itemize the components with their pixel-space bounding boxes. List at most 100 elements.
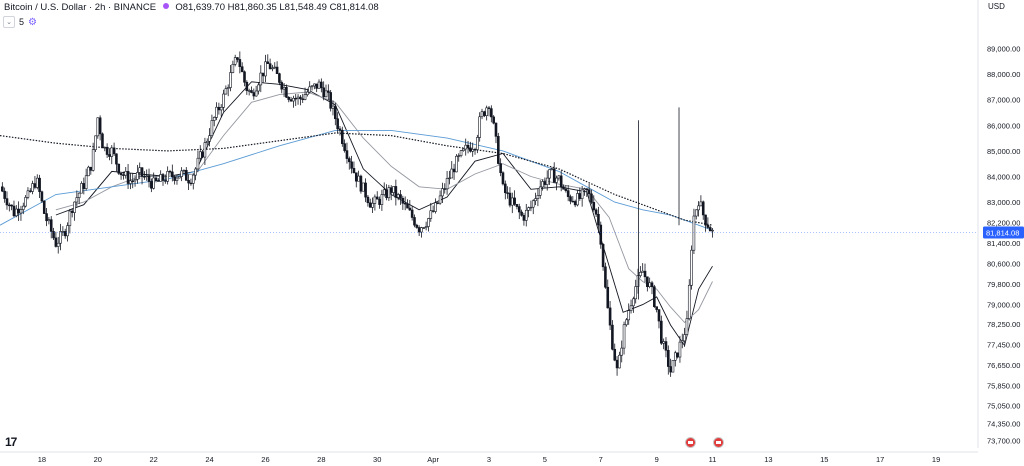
candle bbox=[671, 359, 675, 373]
x-tick-label: 9 bbox=[655, 455, 659, 464]
candle bbox=[189, 178, 193, 186]
candle bbox=[569, 194, 572, 205]
candle bbox=[159, 170, 162, 182]
candle bbox=[322, 81, 325, 101]
candle bbox=[513, 190, 516, 206]
candle bbox=[382, 182, 386, 197]
candle bbox=[194, 167, 197, 181]
candle bbox=[694, 209, 698, 220]
candle bbox=[89, 166, 93, 175]
candle bbox=[208, 128, 211, 147]
candle bbox=[655, 306, 658, 313]
candle bbox=[389, 185, 393, 201]
economic-event-flag-icon[interactable] bbox=[684, 437, 696, 448]
candle bbox=[510, 192, 514, 214]
candle bbox=[308, 81, 312, 94]
candle bbox=[627, 303, 631, 325]
candle bbox=[466, 140, 470, 154]
x-tick-label: 5 bbox=[543, 455, 547, 464]
candle bbox=[473, 147, 477, 155]
candle bbox=[240, 62, 244, 73]
candle bbox=[343, 139, 346, 153]
candle bbox=[455, 154, 458, 173]
candle bbox=[678, 335, 682, 363]
chevron-down-icon[interactable]: ⌄ bbox=[3, 16, 15, 28]
economic-event-flag-icon[interactable] bbox=[712, 437, 724, 448]
candle bbox=[268, 58, 272, 70]
candle bbox=[96, 117, 100, 139]
candle bbox=[618, 351, 621, 369]
candle bbox=[387, 184, 391, 201]
candle bbox=[52, 227, 55, 241]
candle bbox=[590, 189, 593, 205]
candle bbox=[8, 202, 11, 212]
candle bbox=[415, 223, 419, 229]
candle bbox=[138, 162, 142, 180]
y-tick-label: 75,050.00 bbox=[987, 402, 1020, 411]
symbol-title[interactable]: Bitcoin / U.S. Dollar · 2h · BINANCE bbox=[4, 2, 157, 13]
candle bbox=[10, 204, 13, 211]
candle bbox=[559, 170, 563, 192]
candle bbox=[289, 96, 293, 102]
candle bbox=[12, 200, 16, 218]
candle bbox=[545, 170, 549, 191]
candle bbox=[350, 155, 353, 174]
candle bbox=[112, 142, 116, 157]
candle bbox=[399, 189, 402, 205]
candle bbox=[182, 169, 186, 175]
candle bbox=[660, 315, 663, 345]
candle bbox=[75, 190, 79, 207]
candle bbox=[145, 169, 148, 181]
candle bbox=[445, 171, 449, 195]
y-tick-label: 86,000.00 bbox=[987, 121, 1020, 130]
candle bbox=[80, 181, 83, 194]
x-tick-label: 17 bbox=[876, 455, 884, 464]
candle bbox=[520, 209, 523, 217]
chart-header: Bitcoin / U.S. Dollar · 2h · BINANCE O81… bbox=[4, 2, 379, 13]
candle bbox=[15, 205, 18, 218]
indicator-settings-icon[interactable]: ⚙ bbox=[28, 16, 37, 28]
x-tick-label: 18 bbox=[38, 455, 46, 464]
candle bbox=[648, 277, 651, 289]
candle bbox=[210, 114, 214, 138]
candle bbox=[394, 179, 398, 206]
candle bbox=[178, 176, 181, 179]
candle bbox=[450, 161, 454, 179]
indicator-count[interactable]: 5 bbox=[19, 17, 25, 27]
candle bbox=[66, 222, 69, 242]
current-price-tag bbox=[983, 226, 1024, 239]
candle bbox=[557, 175, 561, 181]
candle bbox=[257, 82, 260, 95]
candle bbox=[427, 217, 430, 232]
y-tick-label: 78,250.00 bbox=[987, 320, 1020, 329]
candle bbox=[503, 180, 507, 200]
candle bbox=[676, 352, 679, 359]
candle bbox=[480, 108, 484, 120]
candle bbox=[261, 72, 265, 83]
candle bbox=[508, 187, 512, 208]
candle bbox=[594, 208, 598, 218]
candle bbox=[122, 171, 125, 180]
ema-fast-line bbox=[55, 81, 713, 347]
candle bbox=[87, 165, 90, 177]
candle bbox=[3, 187, 6, 203]
candle bbox=[119, 173, 123, 180]
candle bbox=[501, 171, 505, 186]
candle bbox=[371, 197, 374, 214]
tradingview-logo[interactable]: 17 bbox=[5, 435, 17, 449]
current-price-label: 81,814.08 bbox=[986, 229, 1019, 238]
candle bbox=[527, 206, 530, 218]
currency-label[interactable]: USD bbox=[988, 2, 1005, 11]
x-tick-label: Apr bbox=[427, 455, 439, 464]
candle bbox=[531, 199, 535, 215]
candle bbox=[697, 201, 700, 217]
candle bbox=[347, 156, 351, 170]
candle bbox=[259, 65, 263, 93]
candle bbox=[580, 185, 584, 207]
candle bbox=[338, 125, 342, 136]
candle bbox=[266, 54, 270, 64]
candle bbox=[133, 175, 137, 187]
candle bbox=[704, 214, 707, 232]
candle bbox=[517, 203, 521, 220]
